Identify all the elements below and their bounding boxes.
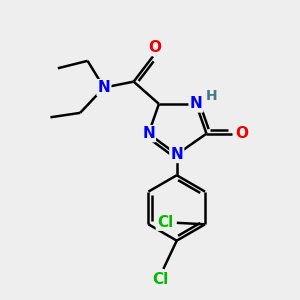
Text: N: N: [170, 147, 183, 162]
Text: N: N: [190, 96, 202, 111]
Text: N: N: [142, 126, 155, 141]
Text: H: H: [206, 88, 217, 103]
Text: N: N: [98, 80, 110, 95]
Text: O: O: [236, 126, 249, 141]
Text: Cl: Cl: [157, 215, 173, 230]
Text: Cl: Cl: [152, 272, 169, 287]
Text: O: O: [148, 40, 161, 55]
